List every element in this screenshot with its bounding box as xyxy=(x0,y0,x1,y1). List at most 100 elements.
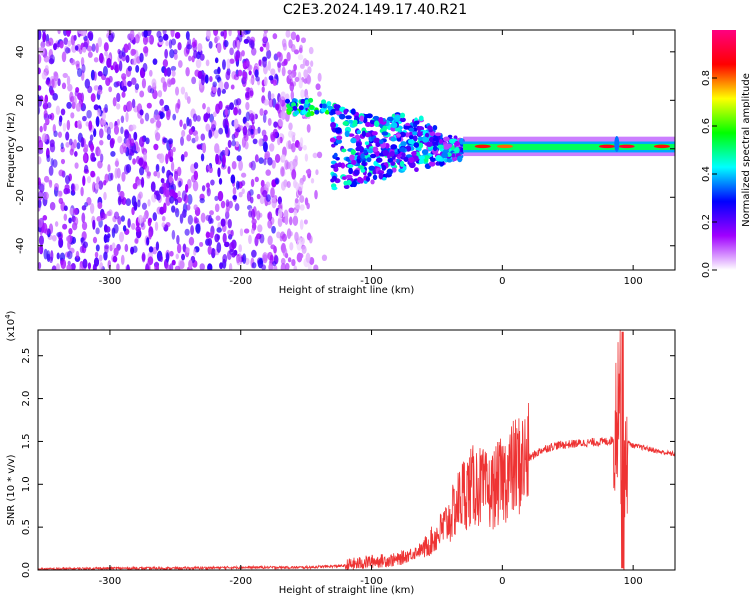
heatmap-cell xyxy=(287,257,292,263)
heatmap-cell xyxy=(175,86,180,96)
heatmap-cell xyxy=(404,132,410,138)
heatmap-cell xyxy=(113,247,119,257)
heatmap-cell xyxy=(215,215,221,221)
heatmap-cell xyxy=(299,195,305,203)
heatmap-cell xyxy=(286,51,291,62)
heatmap-cell xyxy=(421,149,429,155)
heatmap-cell xyxy=(403,156,409,162)
heatmap-cell xyxy=(268,98,274,108)
heatmap-cell xyxy=(390,161,396,166)
heatmap-cell xyxy=(148,34,155,45)
heatmap-cell xyxy=(386,116,394,122)
heatmap-cell xyxy=(294,110,300,116)
heatmap-cell xyxy=(39,183,45,193)
heatmap-cell xyxy=(58,169,64,177)
heatmap-cell xyxy=(281,66,286,77)
heatmap-cell xyxy=(301,245,307,254)
heatmap-cell xyxy=(375,142,381,148)
heatmap-cell xyxy=(258,157,264,164)
heatmap-cell xyxy=(343,184,350,190)
heatmap-cell xyxy=(162,137,168,143)
heatmap-cell xyxy=(414,167,419,173)
heatmap-cell xyxy=(270,68,276,76)
heatmap-cell xyxy=(302,144,307,151)
heatmap-cell xyxy=(160,77,166,84)
heatmap-cell xyxy=(245,30,251,35)
heatmap-cell xyxy=(222,232,227,244)
heatmap-cell xyxy=(197,42,203,52)
heatmap-cell xyxy=(177,42,182,51)
heatmap-cell xyxy=(65,141,70,148)
heatmap-cell xyxy=(210,119,217,129)
heatmap-cell xyxy=(261,129,267,137)
heatmap-cell xyxy=(387,157,394,163)
heatmap-cell xyxy=(208,214,213,225)
heatmap-cell xyxy=(381,131,389,136)
heatmap-cell xyxy=(224,146,229,156)
heatmap-cell xyxy=(216,42,222,54)
heatmap-cell xyxy=(123,43,129,53)
heatmap-cell xyxy=(251,208,256,220)
heatmap-cell xyxy=(138,157,144,166)
heatmap-cell xyxy=(176,243,182,254)
heatmap-cell xyxy=(299,63,305,69)
heatmap-cell xyxy=(320,107,326,113)
heatmap-cell xyxy=(229,47,234,56)
heatmap-cell xyxy=(299,253,304,259)
heatmap-cell xyxy=(86,176,92,184)
heatmap-cell xyxy=(165,153,169,165)
heatmap-cell xyxy=(330,108,338,115)
heatmap-cell xyxy=(400,141,407,147)
heatmap-cell xyxy=(289,242,294,251)
heatmap-cell xyxy=(315,169,319,176)
heatmap-cell xyxy=(165,222,171,228)
heatmap-cell xyxy=(382,149,389,157)
heatmap-cell xyxy=(45,79,50,85)
heatmap-cell xyxy=(241,50,245,57)
heatmap-cell xyxy=(153,171,158,177)
heatmap-cell xyxy=(285,98,291,104)
heatmap-cell xyxy=(368,165,376,171)
heatmap-cell xyxy=(104,244,110,250)
heatmap-cell xyxy=(199,198,205,204)
heatmap-cell xyxy=(178,180,182,188)
heatmap-cell xyxy=(233,106,238,116)
heatmap-cell xyxy=(192,180,199,192)
heatmap-cell xyxy=(360,168,366,173)
heatmap-cell xyxy=(143,151,147,163)
heatmap-cell xyxy=(303,219,308,225)
heatmap-cell xyxy=(210,247,216,259)
heatmap-cell xyxy=(173,52,178,61)
heatmap-cell xyxy=(117,135,123,144)
heatmap-cell xyxy=(457,155,463,163)
heatmap-cell xyxy=(83,38,90,48)
heatmap-cell xyxy=(299,204,305,211)
heatmap-cell xyxy=(403,125,410,130)
heatmap-cell xyxy=(181,253,186,261)
heatmap-cell xyxy=(98,254,103,262)
heatmap-cell xyxy=(181,190,187,202)
y-axis-label: SNR (10 * v/v) xyxy=(6,454,17,525)
heatmap-cell xyxy=(38,67,41,75)
heatmap-cell xyxy=(112,96,117,107)
heatmap-cell xyxy=(102,65,108,77)
heatmap-cell xyxy=(277,61,282,68)
heatmap-cell xyxy=(96,108,101,117)
heatmap-cell xyxy=(125,111,129,123)
heatmap-cell xyxy=(139,109,144,116)
heatmap-cell xyxy=(240,172,247,178)
heatmap-cell xyxy=(155,241,160,251)
heatmap-cell xyxy=(165,195,171,206)
heatmap-cell xyxy=(300,98,306,104)
heatmap-cell xyxy=(361,130,366,137)
heatmap-cell xyxy=(378,139,384,145)
heatmap-cell xyxy=(90,143,95,153)
heatmap-cell xyxy=(152,58,158,65)
heatmap-cell xyxy=(66,235,71,242)
heatmap-cell xyxy=(168,79,174,85)
heatmap-cell xyxy=(184,228,190,236)
heatmap-cell xyxy=(267,211,273,221)
heatmap-cell xyxy=(195,58,202,69)
heatmap-cell xyxy=(295,204,301,211)
heatmap-cell xyxy=(74,45,79,51)
